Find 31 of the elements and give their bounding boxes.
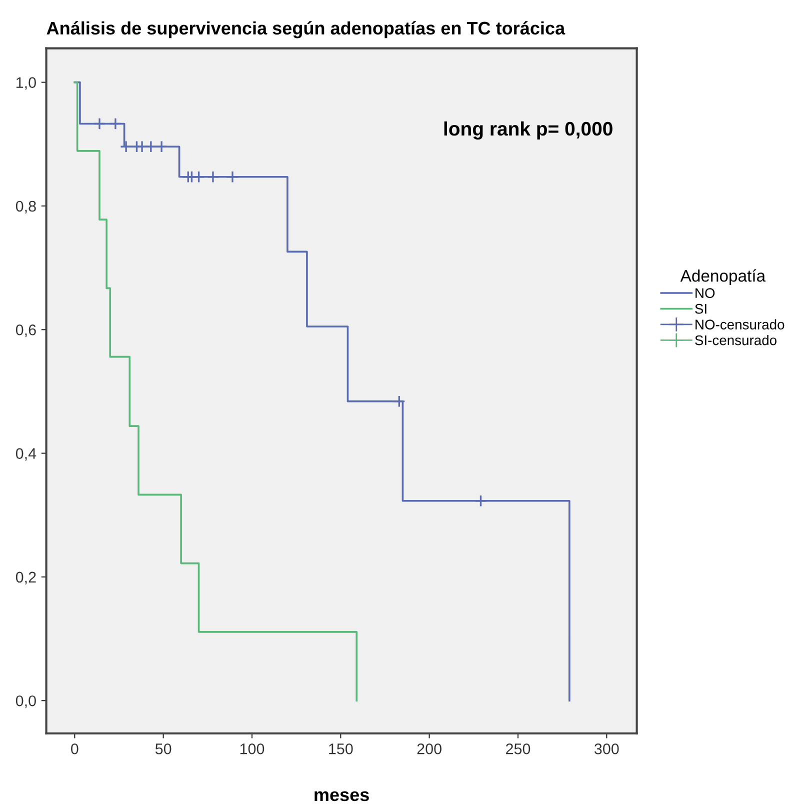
x-tick-label: 300	[594, 743, 619, 754]
x-tick-label: 200	[417, 743, 442, 754]
point	[109, 118, 122, 130]
legend-label: SI	[695, 304, 706, 314]
y-tick-label: 1,0	[16, 77, 36, 90]
point	[144, 140, 158, 153]
legend-label: NO	[696, 288, 715, 298]
point	[120, 140, 132, 153]
x-tick-label: 50	[155, 743, 172, 754]
legend-title: Adenopatía	[680, 269, 766, 286]
annotation: long rank p= 0,000	[444, 121, 612, 140]
chart-title: Análisis de supervivencia según adenopatías en TC torácica	[46, 21, 566, 38]
point	[155, 140, 168, 153]
x-tick-label: 0	[71, 743, 78, 754]
legend-label: NO-censurado	[696, 319, 784, 330]
point	[474, 494, 487, 508]
y-tick-label: 0,4	[16, 448, 36, 461]
point	[192, 170, 206, 184]
y-tick-label: 0,2	[16, 572, 36, 584]
x-tick-label: 100	[240, 743, 264, 754]
point	[226, 170, 239, 184]
x-tick-label: 250	[506, 743, 530, 754]
x-axis-title: meses	[314, 791, 369, 802]
x-tick-label: 150	[329, 743, 353, 754]
point	[206, 170, 220, 184]
legend-label: SI-censurado	[695, 334, 776, 346]
point	[93, 118, 106, 130]
y-tick-label: 0,6	[16, 324, 36, 338]
point	[392, 395, 406, 408]
y-tick-label: 0,0	[16, 695, 36, 708]
y-tick-label: 0,8	[16, 200, 36, 214]
